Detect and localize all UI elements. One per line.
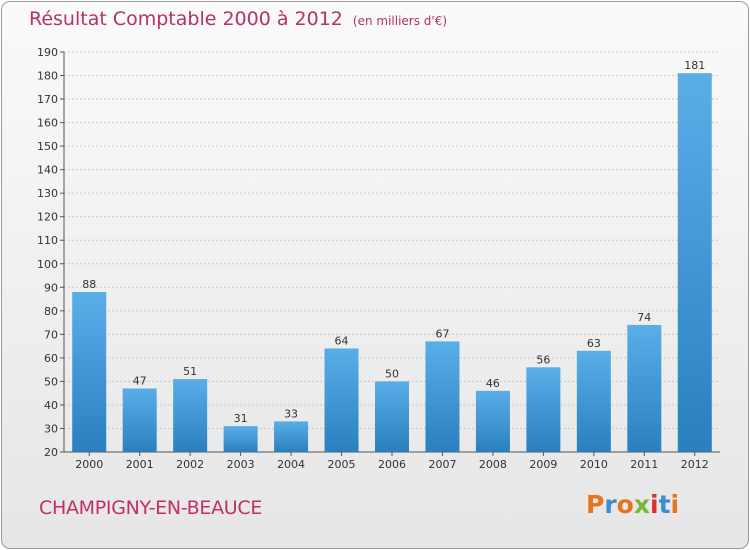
x-tick-label: 2008 — [479, 458, 507, 471]
y-tick-label: 70 — [44, 328, 58, 341]
x-tick-label: 2005 — [328, 458, 356, 471]
proxiti-logo: Proxiti — [586, 490, 679, 519]
bar — [122, 388, 157, 452]
data-label: 47 — [133, 374, 147, 387]
y-tick-label: 190 — [37, 46, 58, 59]
data-label: 51 — [183, 365, 197, 378]
data-label: 67 — [435, 327, 449, 340]
y-tick-label: 120 — [37, 211, 58, 224]
y-tick-label: 130 — [37, 187, 58, 200]
logo-letter: P — [586, 490, 605, 519]
data-label: 50 — [385, 367, 399, 380]
bar — [274, 421, 309, 452]
x-tick-label: 2012 — [681, 458, 709, 471]
logo-letter: i — [650, 490, 659, 519]
logo-letter: o — [616, 490, 634, 519]
y-tick-label: 140 — [37, 164, 58, 177]
x-tick-label: 2001 — [126, 458, 154, 471]
bar — [375, 381, 409, 452]
data-label: 88 — [82, 278, 96, 291]
y-tick-label: 170 — [37, 93, 58, 106]
logo-letter: r — [604, 490, 617, 519]
logo-letter: i — [670, 490, 680, 519]
bar — [173, 379, 208, 452]
data-label: 46 — [486, 377, 500, 390]
data-label: 74 — [637, 311, 651, 324]
x-tick-label: 2000 — [75, 458, 103, 471]
chart-title: Résultat Comptable 2000 à 2012 (en millie… — [29, 8, 447, 30]
x-tick-label: 2004 — [277, 458, 305, 471]
x-tick-label: 2002 — [176, 458, 204, 471]
y-tick-label: 180 — [37, 70, 58, 83]
bar — [576, 350, 611, 452]
logo-letter: x — [633, 490, 650, 519]
y-tick-label: 160 — [37, 117, 58, 130]
x-tick-label: 2006 — [378, 458, 406, 471]
bar — [526, 367, 561, 452]
x-tick-label: 2011 — [630, 458, 658, 471]
logo-letter: t — [658, 490, 671, 519]
data-label: 181 — [684, 59, 705, 72]
y-tick-label: 110 — [37, 234, 58, 247]
y-tick-label: 30 — [44, 422, 58, 435]
chart-unit-note: (en milliers d'€) — [352, 14, 448, 28]
x-tick-label: 2007 — [428, 458, 456, 471]
bar — [72, 292, 107, 452]
x-tick-label: 2010 — [580, 458, 608, 471]
y-tick-label: 40 — [44, 399, 58, 412]
y-tick-label: 20 — [44, 446, 58, 459]
bar — [627, 324, 662, 452]
bar — [324, 348, 359, 452]
data-label: 31 — [234, 412, 248, 425]
chart-title-text: Résultat Comptable 2000 à 2012 — [29, 8, 343, 30]
y-tick-label: 60 — [44, 352, 58, 365]
data-label: 56 — [536, 353, 550, 366]
x-tick-label: 2009 — [529, 458, 557, 471]
bar — [475, 390, 510, 452]
y-tick-label: 100 — [37, 258, 58, 271]
y-tick-label: 90 — [44, 281, 58, 294]
data-label: 33 — [284, 407, 298, 420]
y-tick-label: 150 — [37, 140, 58, 153]
x-tick-label: 2003 — [227, 458, 255, 471]
bar — [425, 341, 460, 452]
y-tick-label: 50 — [44, 375, 58, 388]
location-name: CHAMPIGNY-EN-BEAUCE — [39, 497, 263, 519]
data-label: 63 — [587, 337, 601, 350]
bar — [677, 73, 712, 453]
data-label: 64 — [335, 334, 349, 347]
y-tick-label: 80 — [44, 305, 58, 318]
bar — [223, 426, 258, 452]
